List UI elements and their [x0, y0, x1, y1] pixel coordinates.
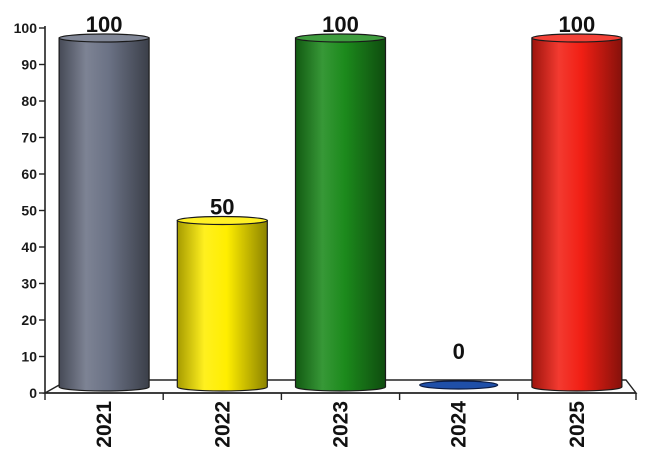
- bar-2021: [58, 33, 150, 392]
- bar-top-cap: [531, 33, 623, 43]
- bar-body: [294, 37, 387, 392]
- bar-2024: [419, 380, 499, 390]
- bar-zero-disc: [419, 380, 499, 390]
- bar-top-cap: [176, 215, 268, 226]
- y-tick-label: 100: [14, 20, 38, 36]
- data-label-2023: 100: [322, 12, 359, 37]
- x-tick-label-2025: 2025: [566, 401, 589, 448]
- data-label-2021: 100: [86, 12, 123, 37]
- data-label-2025: 100: [559, 12, 596, 37]
- x-tick-label-2021: 2021: [93, 401, 116, 448]
- bar-top-cap: [294, 33, 387, 43]
- bar-2025: [531, 33, 623, 392]
- y-tick-label: 0: [29, 385, 37, 401]
- bar-2023: [294, 33, 387, 392]
- y-tick-label: 50: [21, 203, 37, 219]
- data-label-2022: 50: [210, 195, 234, 220]
- y-tick-label: 90: [21, 57, 37, 73]
- y-tick-label: 60: [21, 166, 37, 182]
- x-tick-label-2022: 2022: [211, 401, 234, 448]
- y-tick-label: 70: [21, 130, 37, 146]
- data-label-2024: 0: [453, 339, 465, 364]
- data-labels: 100 50 100 0 100: [86, 12, 596, 364]
- y-tick-label: 20: [21, 312, 37, 328]
- y-tick-label: 30: [21, 276, 37, 292]
- x-tick-label-2024: 2024: [448, 401, 471, 448]
- bar-2022: [176, 215, 268, 392]
- bar-body: [176, 219, 268, 392]
- bars: [58, 33, 623, 392]
- x-tick-label-2023: 2023: [330, 401, 353, 448]
- y-tick-label: 80: [21, 93, 37, 109]
- y-tick-label: 40: [21, 239, 37, 255]
- bar-body: [531, 37, 623, 392]
- bar-top-cap: [58, 33, 150, 43]
- bar-body: [58, 37, 150, 392]
- y-tick-label: 10: [21, 349, 37, 365]
- axes: 0 10 20 30 40 50 60 70 80 90 100 2021 2022 2023 2024 20…: [14, 20, 637, 448]
